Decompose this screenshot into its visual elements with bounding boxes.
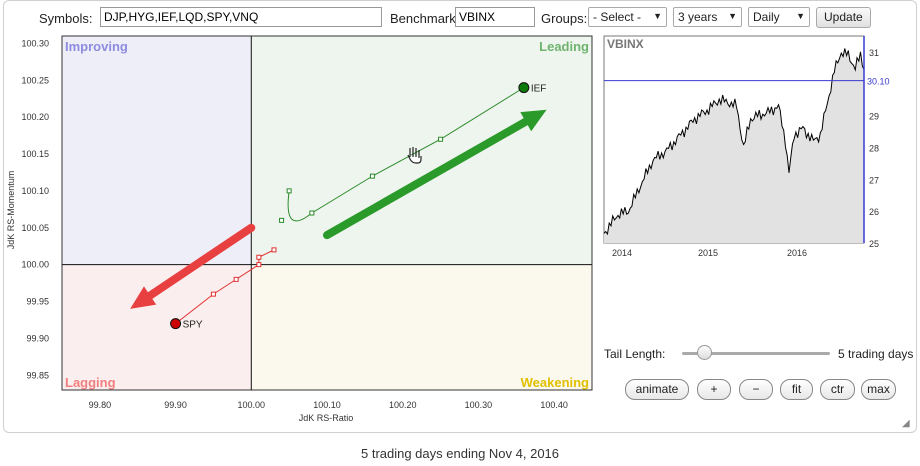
footer-caption: 5 trading days ending Nov 4, 2016 bbox=[360, 446, 560, 461]
benchmark-input[interactable] bbox=[455, 7, 535, 27]
plot-frame bbox=[61, 35, 593, 391]
x-tick-label: 100.20 bbox=[389, 400, 417, 410]
series-tail-ief bbox=[287, 87, 525, 222]
fit-button[interactable]: fit bbox=[780, 379, 813, 400]
quadrant-weakening bbox=[251, 264, 593, 390]
quadrant-leading bbox=[251, 36, 593, 265]
quadrant-label-improving: Improving bbox=[65, 39, 128, 54]
benchmark-title: VBINX bbox=[607, 37, 644, 51]
series-point bbox=[256, 262, 262, 268]
symbols-label: Symbols: bbox=[39, 11, 93, 26]
x-tick-label: 99.90 bbox=[164, 400, 187, 410]
quadrant-lagging bbox=[62, 264, 252, 390]
series-label-ief: IEF bbox=[531, 84, 547, 95]
chevron-down-icon: ▼ bbox=[653, 11, 662, 21]
x-tick-label: 100.00 bbox=[238, 400, 266, 410]
series-point bbox=[438, 136, 444, 142]
benchmark-y-tick: 26 bbox=[869, 207, 879, 217]
update-button[interactable]: Update bbox=[816, 7, 871, 28]
x-tick-label: 100.30 bbox=[465, 400, 493, 410]
x-tick-label: 99.80 bbox=[89, 400, 112, 410]
series-point bbox=[233, 276, 239, 282]
quadrant-improving bbox=[62, 36, 252, 265]
series-point bbox=[369, 173, 375, 179]
y-tick-label: 100.20 bbox=[21, 112, 49, 122]
series-point bbox=[286, 188, 292, 194]
y-tick-label: 99.95 bbox=[26, 297, 49, 307]
quadrant-label-leading: Leading bbox=[539, 39, 589, 54]
chevron-down-icon: ▼ bbox=[728, 11, 737, 21]
frequency-select[interactable]: Daily ▼ bbox=[748, 7, 810, 27]
y-tick-label: 100.00 bbox=[21, 260, 49, 270]
max-button[interactable]: max bbox=[861, 379, 896, 400]
series-head-ief[interactable] bbox=[518, 82, 530, 94]
series-point bbox=[210, 291, 216, 297]
benchmark-y-tick: 27 bbox=[869, 175, 879, 185]
period-select-value: 3 years bbox=[678, 10, 718, 24]
y-tick-label: 99.90 bbox=[26, 333, 49, 343]
direction-arrow-shaft bbox=[146, 223, 256, 300]
x-tick-label: 100.40 bbox=[540, 400, 568, 410]
benchmark-y-tick: 31 bbox=[869, 48, 879, 58]
benchmark-area bbox=[604, 48, 864, 243]
zoom-out-button[interactable]: − bbox=[739, 379, 773, 400]
series-point bbox=[271, 247, 277, 253]
tail-length-value: 5 trading days bbox=[838, 347, 914, 361]
direction-arrow-shaft bbox=[323, 117, 530, 240]
direction-arrow-head bbox=[520, 109, 547, 132]
symbols-input[interactable] bbox=[100, 7, 382, 27]
series-head-spy[interactable] bbox=[170, 318, 182, 330]
series-point bbox=[309, 210, 315, 216]
benchmark-x-tick: 2015 bbox=[698, 248, 718, 258]
benchmark-y-tick: 25 bbox=[869, 239, 879, 249]
y-tick-label: 100.25 bbox=[21, 75, 49, 85]
y-axis-label: JdK RS-Momentum bbox=[6, 171, 16, 250]
animate-button[interactable]: animate bbox=[625, 379, 689, 400]
series-point bbox=[279, 217, 285, 223]
series-label-spy: SPY bbox=[183, 320, 203, 331]
x-axis-label: JdK RS-Ratio bbox=[299, 413, 354, 423]
toolbar: Symbols: Benchmark: Groups: - Select -▼ … bbox=[4, 1, 918, 33]
x-tick-label: 100.10 bbox=[313, 400, 341, 410]
period-select[interactable]: 3 years ▼ bbox=[673, 7, 742, 27]
tail-length-handle[interactable] bbox=[697, 345, 712, 360]
tail-length-label: Tail Length: bbox=[604, 347, 666, 361]
groups-select[interactable]: - Select - ▼ bbox=[588, 7, 667, 27]
series-tail-spy bbox=[175, 249, 275, 325]
groups-label: Groups: bbox=[541, 11, 588, 26]
benchmark-x-tick: 2016 bbox=[787, 248, 807, 258]
frequency-select-value: Daily bbox=[753, 10, 780, 24]
y-tick-label: 99.85 bbox=[26, 370, 49, 380]
series-point bbox=[256, 254, 262, 260]
tail-length-slider[interactable] bbox=[682, 352, 830, 355]
hand-cursor-icon bbox=[407, 147, 422, 164]
direction-arrow-head bbox=[130, 286, 157, 309]
benchmark-x-tick: 2014 bbox=[612, 248, 632, 258]
quadrant-label-weakening: Weakening bbox=[521, 375, 589, 390]
rrg-chart[interactable]: Improving Leading Lagging Weakening 99.80 99… bbox=[0, 0, 600, 440]
benchmark-line bbox=[603, 48, 865, 236]
y-tick-label: 100.30 bbox=[21, 38, 49, 48]
y-tick-label: 100.05 bbox=[21, 223, 49, 233]
zoom-in-button[interactable]: + bbox=[697, 379, 731, 400]
resize-handle-icon[interactable]: ◢ bbox=[902, 418, 910, 429]
center-button[interactable]: ctr bbox=[820, 379, 855, 400]
benchmark-y-tick: 29 bbox=[869, 112, 879, 122]
y-tick-label: 100.10 bbox=[21, 186, 49, 196]
chevron-down-icon: ▼ bbox=[796, 11, 805, 21]
quadrant-label-lagging: Lagging bbox=[65, 375, 116, 390]
current-value-label: 30.10 bbox=[867, 77, 890, 87]
groups-select-value: - Select - bbox=[593, 10, 642, 24]
benchmark-y-tick: 28 bbox=[869, 143, 879, 153]
benchmark-label: Benchmark: bbox=[390, 11, 460, 26]
benchmark-chart: 30.10 VBINX 31 29 28 27 26 25 2014 2015 2016 bbox=[603, 35, 890, 258]
y-tick-label: 100.15 bbox=[21, 149, 49, 159]
